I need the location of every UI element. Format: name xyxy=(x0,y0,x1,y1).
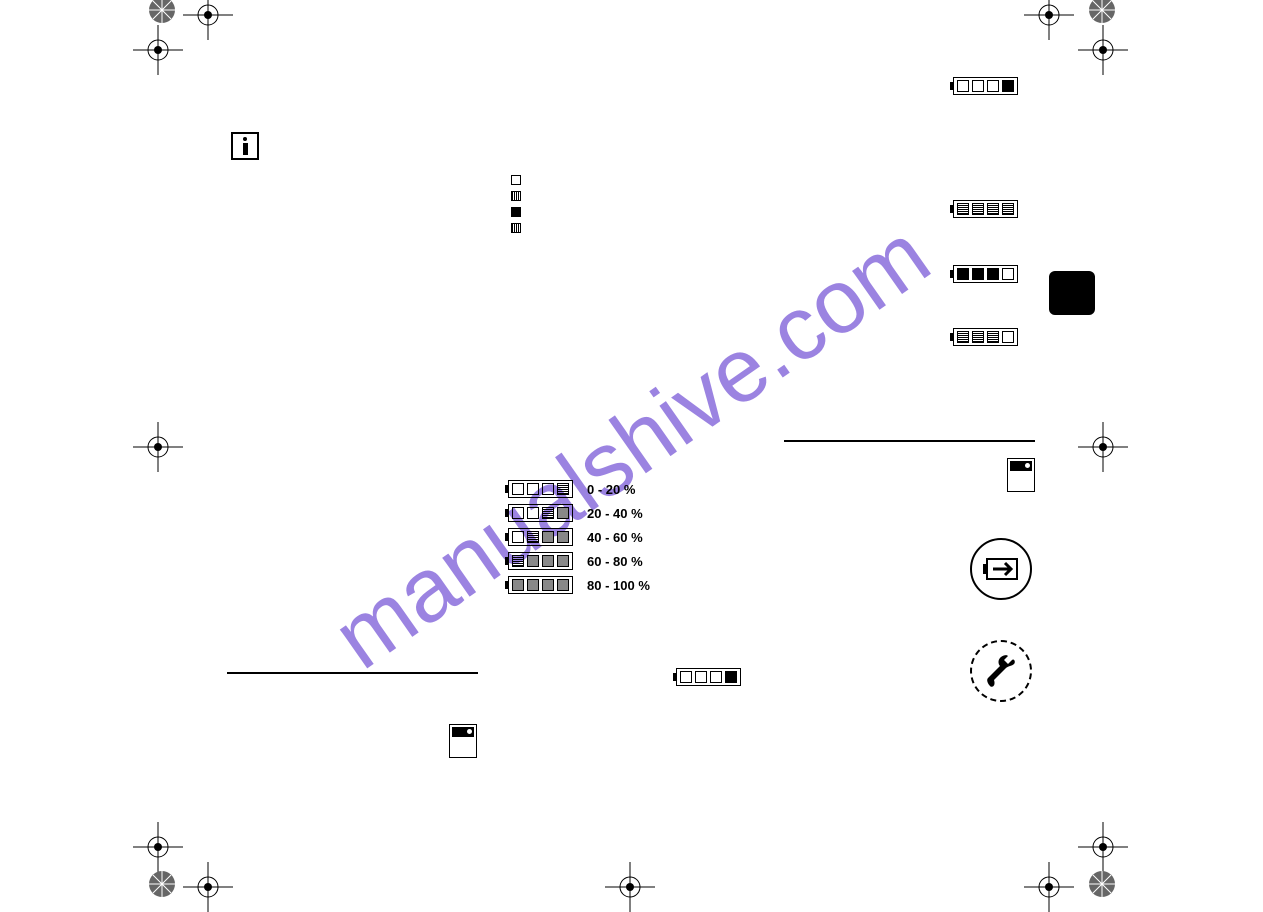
sunburst-icon xyxy=(148,870,176,898)
registration-mark-icon xyxy=(605,862,655,912)
led-legend xyxy=(511,175,521,239)
registration-mark-icon xyxy=(183,0,233,40)
info-icon xyxy=(231,132,259,160)
page-tab-marker xyxy=(1049,271,1095,315)
registration-mark-icon xyxy=(1024,0,1074,40)
insert-battery-icon xyxy=(970,538,1032,600)
charge-label: 60 - 80 % xyxy=(587,554,643,569)
battery-indicator-top xyxy=(953,77,1018,97)
led-blink-full-icon xyxy=(511,223,521,233)
battery-state-blink-all xyxy=(953,200,1018,220)
led-on-icon xyxy=(511,207,521,217)
charge-row: 40 - 60 % xyxy=(508,528,650,546)
charge-label: 80 - 100 % xyxy=(587,578,650,593)
section-divider xyxy=(227,672,478,674)
registration-mark-icon xyxy=(133,25,183,75)
registration-mark-icon xyxy=(183,862,233,912)
charge-label: 0 - 20 % xyxy=(587,482,635,497)
camera-card-icon xyxy=(449,724,477,758)
led-off-icon xyxy=(511,175,521,185)
registration-mark-icon xyxy=(1078,822,1128,872)
charge-row: 20 - 40 % xyxy=(508,504,650,522)
charge-label: 40 - 60 % xyxy=(587,530,643,545)
registration-mark-icon xyxy=(1078,422,1128,472)
registration-mark-icon xyxy=(133,422,183,472)
sunburst-icon xyxy=(148,0,176,24)
sunburst-icon xyxy=(1088,0,1116,24)
charge-row: 60 - 80 % xyxy=(508,552,650,570)
charge-chart: 0 - 20 % 20 - 40 % 40 - 60 % 60 - 80 % 8… xyxy=(508,480,650,600)
section-divider xyxy=(784,440,1035,442)
charge-row: 0 - 20 % xyxy=(508,480,650,498)
service-wrench-icon xyxy=(970,640,1032,702)
registration-mark-icon xyxy=(1078,25,1128,75)
sunburst-icon xyxy=(1088,870,1116,898)
camera-card-icon xyxy=(1007,458,1035,492)
battery-indicator-bottom xyxy=(676,668,741,688)
charge-label: 20 - 40 % xyxy=(587,506,643,521)
battery-state-three-on xyxy=(953,265,1018,285)
registration-mark-icon xyxy=(133,822,183,872)
battery-state-three-blink xyxy=(953,328,1018,348)
charge-row: 80 - 100 % xyxy=(508,576,650,594)
registration-mark-icon xyxy=(1024,862,1074,912)
watermark-text: manualshive.com xyxy=(315,203,948,689)
led-blink-empty-icon xyxy=(511,191,521,201)
